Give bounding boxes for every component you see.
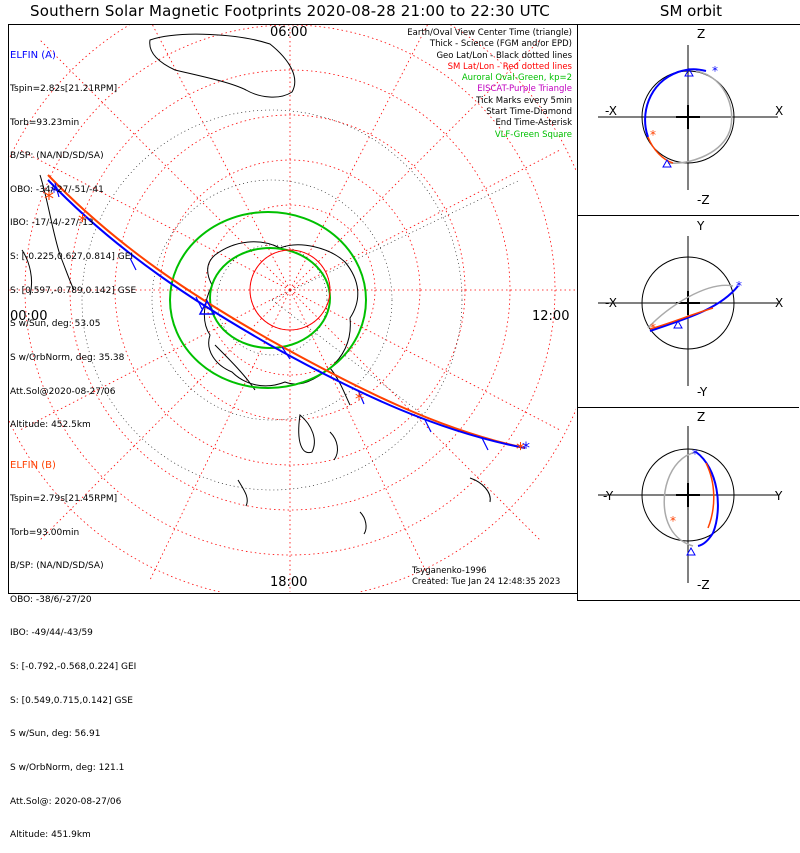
elfin-a-info: ELFIN (A) Tspin=2.82s[21.21RPM] Torb=93.…	[10, 28, 136, 443]
sm-orbit-xz-plot: * *	[598, 45, 778, 190]
elfin-a-line: S w/Sun, deg: 53.05	[10, 319, 101, 330]
xy-top-label: Y	[697, 219, 705, 233]
model-credit: Tsyganenko-1996	[412, 566, 487, 576]
sm-orbit-yz-plot: * *	[598, 426, 778, 583]
polar-footprint-map: * * * * * *	[9, 25, 576, 592]
xy-bottom-label: -Y	[697, 385, 708, 399]
svg-text:*: *	[670, 514, 676, 528]
footer: Tsyganenko-1996 Created: Tue Jan 24 12:4…	[412, 566, 560, 588]
elfin-a-line: S w/OrbNorm, deg: 35.38	[10, 352, 125, 363]
elfin-b-line: IBO: -49/44/-43/59	[10, 628, 93, 639]
xz-left-label: -X	[605, 104, 617, 118]
elfin-a-line: Tspin=2.82s[21.21RPM]	[10, 84, 118, 95]
legend-entry: Start Time-Diamond	[486, 107, 572, 118]
legend: Earth/Oval View Center Time (triangle) T…	[407, 28, 572, 141]
elfin-b-tick-asterisk: *	[78, 211, 87, 232]
elfin-b-name: ELFIN (B)	[10, 460, 56, 472]
time-label-left: 00:00	[10, 309, 48, 324]
legend-entry: Earth/Oval View Center Time (triangle)	[407, 28, 572, 38]
panel-divider	[577, 215, 799, 216]
elfin-b-line: B/SP: (NA/ND/SD/SA)	[10, 561, 104, 572]
elfin-b-start-asterisk: *	[44, 187, 54, 211]
xy-left-label: -X	[605, 296, 617, 310]
legend-entry: SM Lat/Lon - Red dotted lines	[447, 61, 572, 72]
yz-bottom-label: -Z	[697, 578, 710, 592]
elfin-a-line: B/SP: (NA/ND/SD/SA)	[10, 151, 104, 162]
elfin-a-end-asterisk: *	[522, 438, 530, 457]
elfin-a-name: ELFIN (A)	[10, 50, 56, 62]
yz-top-label: Z	[697, 410, 706, 424]
elfin-b-line: S w/Sun, deg: 56.91	[10, 729, 101, 740]
view-center-triangle	[198, 299, 216, 315]
elfin-b-line: Torb=93.00min	[10, 527, 80, 538]
elfin-b-line: Tspin=2.79s[21.45RPM]	[10, 494, 118, 505]
plot-title: Southern Solar Magnetic Footprints 2020-…	[30, 2, 550, 20]
elfin-b-tick-asterisk-2: *	[355, 389, 363, 408]
panel-divider	[577, 407, 799, 408]
elfin-a-line: OBO: -34/-27/-51/-41	[10, 184, 104, 195]
svg-text:*: *	[736, 279, 742, 293]
elfin-b-track	[47, 174, 526, 449]
elfin-a-line: S: [0.597,-0.789,0.142] GSE	[10, 285, 137, 296]
legend-entry: EISCAT-Purple Triangle	[477, 84, 572, 95]
legend-entry: Auroral Oval-Green, kp=2	[461, 73, 572, 84]
created-timestamp: Created: Tue Jan 24 12:48:35 2023	[412, 577, 561, 587]
legend-entry: Thick - Science (FGM and/or EPD)	[429, 39, 572, 50]
xz-top-label: Z	[697, 27, 706, 41]
svg-text:*: *	[650, 128, 656, 142]
legend-entry: VLF-Green Square	[494, 129, 572, 140]
legend-entry: End Time-Asterisk	[495, 118, 572, 129]
elfin-b-line: S: [-0.792,-0.568,0.224] GEI	[10, 662, 137, 673]
xz-right-label: X	[775, 104, 784, 118]
elfin-a-line: Altitude: 452.5km	[10, 420, 91, 431]
time-label-right: 12:00	[532, 309, 570, 324]
sm-lat-circles	[9, 25, 576, 592]
elfin-b-info: ELFIN (B) Tspin=2.79s[21.45RPM] Torb=93.…	[10, 438, 136, 853]
elfin-b-line: Altitude: 451.9km	[10, 830, 91, 841]
sm-orbit-title: SM orbit	[659, 2, 723, 20]
time-label-bottom: 18:00	[270, 575, 308, 590]
elfin-a-line: Torb=93.23min	[10, 117, 80, 128]
elfin-a-line: Att.Sol@2020-08-27/06	[10, 386, 116, 397]
elfin-a-start-asterisk: *	[50, 182, 58, 201]
svg-text:*: *	[712, 64, 718, 78]
elfin-a-line: S: [-0.225,0.627,0.814] GEI	[10, 252, 134, 263]
svg-text:*: *	[692, 447, 698, 461]
sm-lon-spokes	[9, 25, 576, 592]
elfin-b-line: Att.Sol@: 2020-08-27/06	[10, 796, 122, 807]
track-tick-marks	[54, 182, 489, 451]
elfin-b-line: S: [0.549,0.715,0.142] GSE	[10, 695, 133, 706]
legend-entry: Geo Lat/Lon - Black dotted lines	[436, 50, 572, 61]
yz-right-label: Y	[775, 489, 783, 503]
elfin-b-line: OBO: -38/6/-27/20	[10, 594, 92, 605]
elfin-a-line: IBO: -17/-4/-27/-13	[10, 218, 94, 229]
xy-right-label: X	[775, 296, 784, 310]
time-label-top: 06:00	[270, 25, 308, 40]
yz-left-label: -Y	[603, 489, 614, 503]
elfin-b-end-asterisk: *	[516, 439, 525, 460]
xz-bottom-label: -Z	[697, 193, 710, 207]
sm-orbit-xy-plot: * *	[598, 236, 778, 386]
legend-entry: Tick Marks every 5min	[476, 95, 572, 106]
svg-text:*: *	[650, 321, 656, 335]
elfin-a-track	[47, 179, 526, 449]
auroral-ovals	[169, 211, 367, 389]
geo-lat-lon-lines	[81, 109, 521, 491]
elfin-b-line: S w/OrbNorm, deg: 121.1	[10, 762, 125, 773]
